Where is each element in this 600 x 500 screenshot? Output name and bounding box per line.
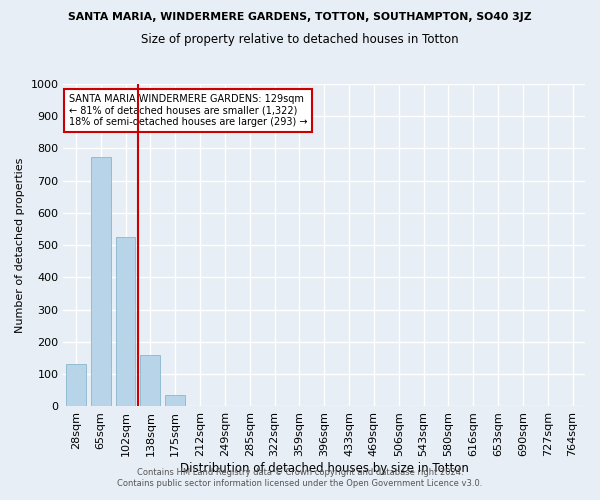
Bar bbox=[66, 364, 86, 406]
Text: SANTA MARIA WINDERMERE GARDENS: 129sqm
← 81% of detached houses are smaller (1,3: SANTA MARIA WINDERMERE GARDENS: 129sqm ←… bbox=[68, 94, 307, 127]
Bar bbox=[91, 156, 110, 406]
Bar bbox=[140, 355, 160, 406]
Text: SANTA MARIA, WINDERMERE GARDENS, TOTTON, SOUTHAMPTON, SO40 3JZ: SANTA MARIA, WINDERMERE GARDENS, TOTTON,… bbox=[68, 12, 532, 22]
Bar bbox=[165, 394, 185, 406]
Text: Contains HM Land Registry data © Crown copyright and database right 2024.
Contai: Contains HM Land Registry data © Crown c… bbox=[118, 468, 482, 487]
Y-axis label: Number of detached properties: Number of detached properties bbox=[15, 158, 25, 333]
X-axis label: Distribution of detached houses by size in Totton: Distribution of detached houses by size … bbox=[180, 462, 469, 475]
Text: Size of property relative to detached houses in Totton: Size of property relative to detached ho… bbox=[141, 32, 459, 46]
Bar bbox=[116, 236, 136, 406]
